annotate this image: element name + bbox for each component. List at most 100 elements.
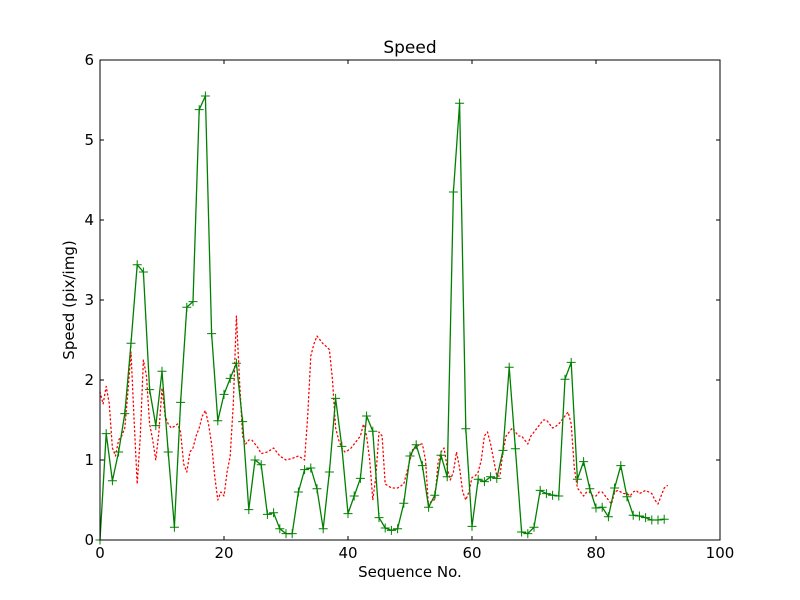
plus-marker	[318, 524, 328, 534]
plus-marker	[622, 492, 632, 502]
plus-marker	[269, 508, 279, 518]
y-axis-label: Speed (pix/img)	[60, 240, 78, 359]
plus-marker	[628, 510, 638, 520]
plus-marker	[473, 474, 483, 484]
plus-marker	[182, 302, 192, 312]
plus-marker	[355, 473, 365, 483]
plus-marker	[572, 474, 582, 484]
plus-marker	[169, 522, 179, 532]
plus-marker	[616, 461, 626, 471]
x-tick-label: 20	[214, 544, 233, 562]
plus-marker	[107, 476, 117, 486]
plus-marker	[349, 491, 359, 501]
plus-marker	[225, 373, 235, 383]
plus-marker	[492, 473, 502, 483]
plus-marker	[417, 461, 427, 471]
y-tick-label: 0	[84, 531, 94, 549]
plus-marker	[510, 444, 520, 454]
plus-marker	[535, 485, 545, 495]
y-tick-label: 2	[84, 371, 94, 389]
plus-marker	[337, 441, 347, 451]
chart-title: Speed	[383, 38, 436, 58]
plus-marker	[603, 512, 613, 522]
plus-marker	[380, 523, 390, 533]
plus-marker	[486, 472, 496, 482]
plus-marker	[653, 515, 663, 525]
plus-marker	[324, 467, 334, 477]
y-tick-label: 5	[84, 131, 94, 149]
plus-marker	[151, 421, 161, 431]
plus-marker	[256, 460, 266, 470]
plus-marker	[200, 91, 210, 101]
plus-marker	[138, 267, 148, 277]
plus-marker	[659, 514, 669, 524]
plus-marker	[126, 338, 136, 348]
plus-marker	[244, 505, 254, 515]
plus-marker	[293, 487, 303, 497]
y-tick-label: 1	[84, 451, 94, 469]
plus-marker	[442, 472, 452, 482]
plus-marker	[145, 385, 155, 395]
plus-marker	[523, 529, 533, 539]
plus-marker	[641, 513, 651, 523]
plus-marker	[114, 447, 124, 457]
plus-marker	[591, 503, 601, 513]
plus-marker	[455, 98, 465, 108]
plus-marker	[479, 477, 489, 487]
plus-marker	[207, 329, 217, 339]
plus-marker	[101, 429, 111, 439]
plus-marker	[368, 426, 378, 436]
series-layer	[95, 91, 669, 545]
plus-marker	[498, 445, 508, 455]
plus-marker	[424, 502, 434, 512]
x-tick-label: 40	[338, 544, 357, 562]
plus-marker	[219, 389, 229, 399]
y-tick-label: 6	[84, 51, 94, 69]
plus-marker	[287, 529, 297, 539]
x-tick-label: 100	[706, 544, 735, 562]
plus-marker	[436, 450, 446, 460]
plus-marker	[554, 491, 564, 501]
x-axis-label: Sequence No.	[358, 563, 462, 581]
plus-marker	[120, 409, 130, 419]
green-solid-series-line	[99, 95, 665, 541]
plus-marker	[386, 525, 396, 535]
plus-marker	[275, 524, 285, 534]
x-tick-label: 80	[586, 544, 605, 562]
plus-marker	[176, 397, 186, 407]
plus-marker	[467, 521, 477, 531]
plus-marker	[306, 463, 316, 473]
plus-marker	[213, 416, 223, 426]
plus-marker	[312, 484, 322, 494]
plus-marker	[250, 455, 260, 465]
plus-marker	[411, 440, 421, 450]
plus-marker	[610, 483, 620, 493]
plus-marker	[132, 260, 142, 270]
plus-marker	[541, 489, 551, 499]
plus-marker	[566, 357, 576, 367]
plus-marker	[238, 417, 248, 427]
plus-marker	[560, 374, 570, 384]
plus-marker	[548, 490, 558, 500]
plus-marker	[343, 509, 353, 519]
y-tick-label: 3	[84, 291, 94, 309]
plus-marker	[374, 513, 384, 523]
plus-marker	[163, 447, 173, 457]
plus-marker	[300, 465, 310, 475]
plus-marker	[504, 362, 514, 372]
plus-marker	[331, 393, 341, 403]
plus-marker	[157, 366, 167, 376]
plot-frame	[99, 59, 721, 541]
plus-marker	[579, 457, 589, 467]
x-tick-label: 0	[95, 544, 105, 562]
red-dotted-series-line	[99, 315, 668, 509]
plus-marker	[188, 297, 198, 307]
ticks-layer: 0 20 40 60 80 100 0 1 2 3 4 5 6	[84, 51, 734, 562]
plus-marker	[634, 511, 644, 521]
plus-marker	[194, 105, 204, 115]
plus-marker	[585, 484, 595, 494]
plus-marker	[517, 527, 527, 537]
plus-marker	[405, 451, 415, 461]
plus-marker	[393, 524, 403, 534]
